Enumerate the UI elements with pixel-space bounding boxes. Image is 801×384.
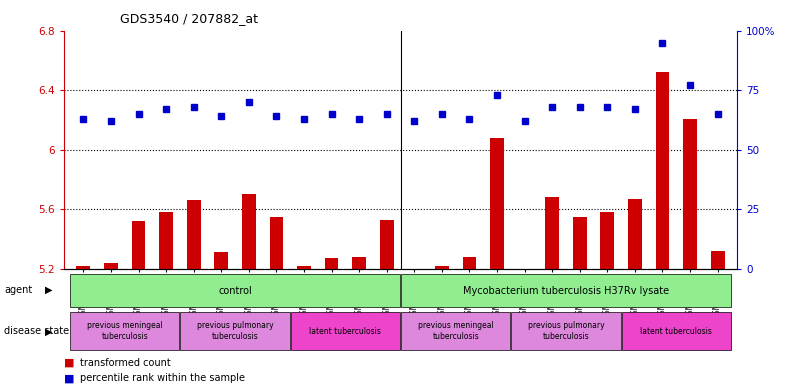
Bar [104,263,118,269]
Bar [401,275,731,307]
Bar [70,275,400,307]
Text: GDS3540 / 207882_at: GDS3540 / 207882_at [120,12,258,25]
Bar [710,251,725,269]
Text: previous meningeal
tuberculosis: previous meningeal tuberculosis [87,321,163,341]
Bar [601,212,614,269]
Bar [76,266,91,269]
Bar [159,212,173,269]
Text: ▶: ▶ [45,326,52,336]
Text: previous pulmonary
tuberculosis: previous pulmonary tuberculosis [528,321,604,341]
Text: latent tuberculosis: latent tuberculosis [640,327,712,336]
Bar [187,200,200,269]
Bar [380,220,393,269]
Bar [683,119,697,269]
Text: disease state: disease state [4,326,69,336]
Bar [622,312,731,350]
Text: Mycobacterium tuberculosis H37Rv lysate: Mycobacterium tuberculosis H37Rv lysate [463,286,669,296]
Text: percentile rank within the sample: percentile rank within the sample [80,373,245,383]
Text: control: control [218,286,252,296]
Bar [131,221,146,269]
Bar [291,312,400,350]
Bar [352,257,366,269]
Text: transformed count: transformed count [80,358,171,368]
Bar [215,252,228,269]
Bar [628,199,642,269]
Bar [511,312,621,350]
Bar [462,257,477,269]
Text: agent: agent [4,285,32,295]
Text: ■: ■ [64,373,74,383]
Bar [655,73,670,269]
Bar [180,312,290,350]
Bar [324,258,339,269]
Bar [545,197,559,269]
Bar [490,138,504,269]
Text: previous pulmonary
tuberculosis: previous pulmonary tuberculosis [197,321,273,341]
Text: ■: ■ [64,358,74,368]
Text: previous meningeal
tuberculosis: previous meningeal tuberculosis [418,321,493,341]
Bar [573,217,586,269]
Bar [70,312,179,350]
Bar [242,194,256,269]
Bar [401,312,510,350]
Bar [435,266,449,269]
Text: latent tuberculosis: latent tuberculosis [309,327,381,336]
Text: ▶: ▶ [45,285,52,295]
Bar [297,266,311,269]
Bar [269,217,284,269]
